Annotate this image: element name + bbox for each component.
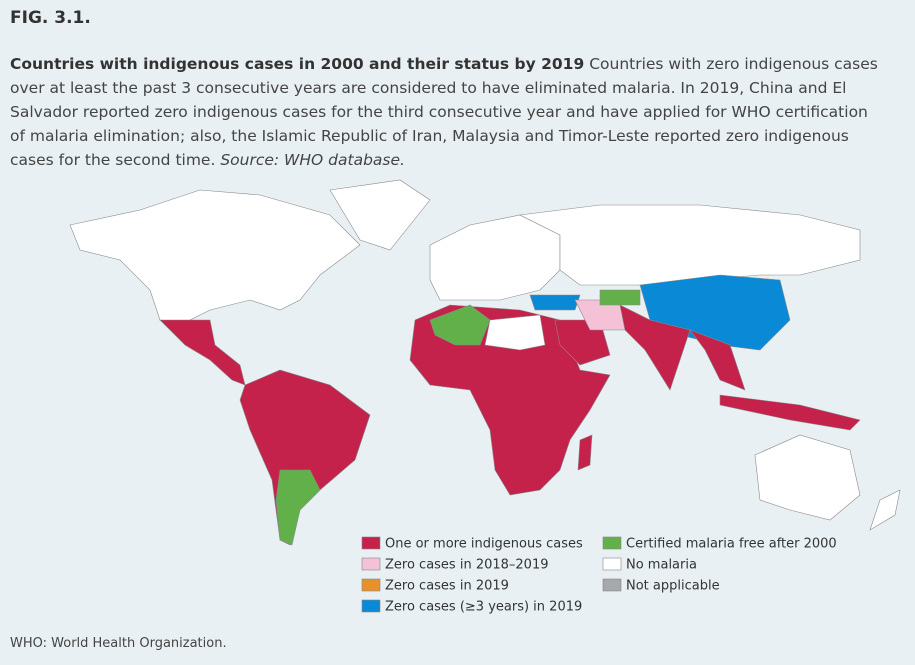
southeast-asia	[689, 329, 746, 391]
legend-label: Zero cases in 2019	[385, 579, 509, 594]
legend-swatch	[602, 536, 622, 550]
south-america	[239, 369, 371, 546]
north-asia	[518, 204, 861, 286]
new-zealand	[869, 489, 901, 531]
india	[619, 304, 691, 391]
north-america	[69, 189, 361, 326]
turkey-region	[529, 294, 581, 311]
north-africa	[484, 314, 546, 351]
figure-label: FIG. 3.1.	[10, 8, 91, 28]
madagascar	[577, 434, 593, 471]
legend-swatch	[602, 578, 622, 592]
legend-swatch	[361, 557, 381, 571]
legend-swatch	[361, 599, 381, 613]
argentina	[275, 469, 321, 546]
australia	[754, 434, 861, 521]
legend-label: Not applicable	[626, 579, 720, 594]
legend: One or more indigenous cases Zero cases i…	[361, 536, 837, 615]
greenland	[329, 179, 431, 251]
caption-text: Countries with zero indigenous cases ove…	[10, 55, 878, 169]
caption: Countries with indigenous cases in 2000 …	[10, 52, 882, 172]
indonesia	[719, 394, 861, 431]
europe	[429, 214, 561, 301]
legend-label: Zero cases (≥3 years) in 2019	[385, 600, 582, 615]
legend-swatch	[602, 557, 622, 571]
central-asia	[599, 289, 641, 306]
caption-source: Source: WHO database.	[220, 151, 405, 169]
central-america	[159, 319, 246, 386]
landmasses	[69, 179, 901, 546]
legend-label: No malaria	[626, 558, 697, 573]
legend-label: Zero cases in 2018–2019	[385, 558, 549, 573]
caption-title: Countries with indigenous cases in 2000 …	[10, 55, 585, 73]
algeria	[429, 304, 491, 346]
legend-label: One or more indigenous cases	[385, 537, 583, 552]
legend-label: Certified malaria free after 2000	[626, 537, 837, 552]
footnote: WHO: World Health Organization.	[10, 636, 227, 651]
legend-swatch	[361, 578, 381, 592]
legend-swatch	[361, 536, 381, 550]
africa	[409, 304, 611, 496]
